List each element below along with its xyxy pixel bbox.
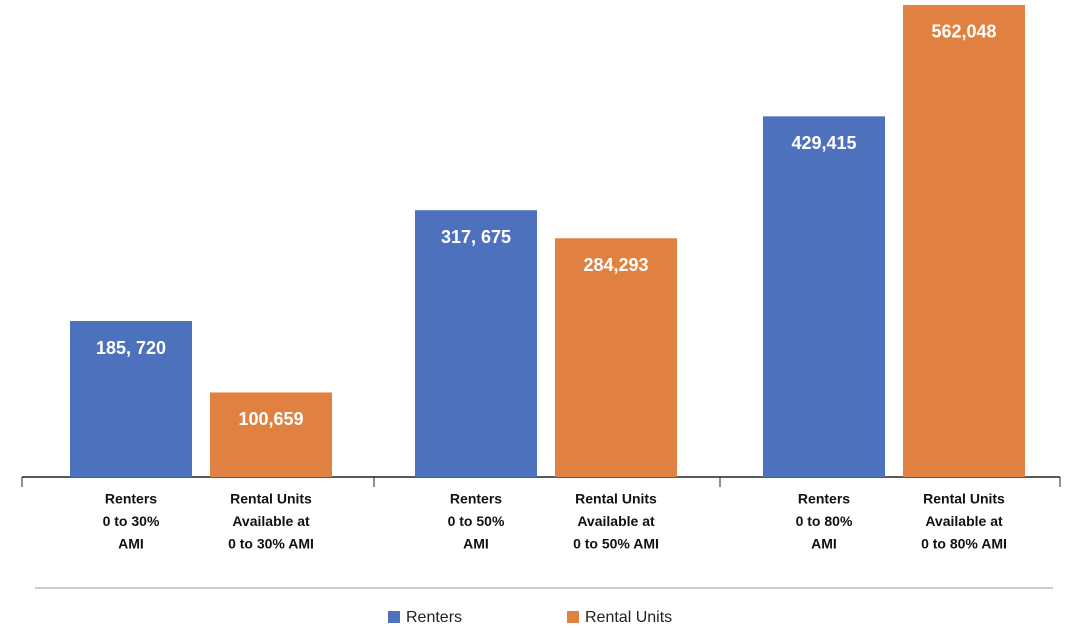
x-tick-label: Rental Units: [230, 491, 312, 507]
x-tick-label: 0 to 30%: [103, 513, 160, 529]
value-label: 284,293: [583, 255, 648, 275]
x-tick-label: 0 to 30% AMI: [228, 536, 314, 552]
bar: [70, 321, 192, 477]
bar: [415, 210, 537, 477]
value-label: 100,659: [238, 409, 303, 429]
x-tick-label: AMI: [463, 536, 489, 552]
value-label: 317, 675: [441, 227, 511, 247]
x-tick-label: Rental Units: [923, 491, 1005, 507]
value-label: 429,415: [791, 133, 856, 153]
x-tick-label: Available at: [925, 513, 1003, 529]
legend-label: Rental Units: [585, 609, 672, 626]
x-tick-label: Available at: [232, 513, 310, 529]
x-tick-label: Rental Units: [575, 491, 657, 507]
bar: [903, 4, 1025, 478]
bar: [763, 116, 885, 477]
value-label: 562,048: [931, 22, 996, 42]
legend-swatch: [388, 611, 400, 623]
x-tick-label: 0 to 80% AMI: [921, 536, 1007, 552]
x-tick-label: 0 to 50% AMI: [573, 536, 659, 552]
x-tick-label: AMI: [118, 536, 144, 552]
x-tick-label: 0 to 80%: [796, 513, 853, 529]
x-tick-label: Renters: [450, 491, 502, 507]
legend-label: Renters: [406, 609, 462, 626]
bar: [210, 392, 332, 477]
x-tick-label: Renters: [105, 491, 157, 507]
x-tick-label: AMI: [811, 536, 837, 552]
x-tick-label: 0 to 50%: [448, 513, 505, 529]
x-tick-label: Available at: [577, 513, 655, 529]
value-label: 185, 720: [96, 338, 166, 358]
bar: [555, 238, 677, 477]
legend-swatch: [567, 611, 579, 623]
x-tick-label: Renters: [798, 491, 850, 507]
